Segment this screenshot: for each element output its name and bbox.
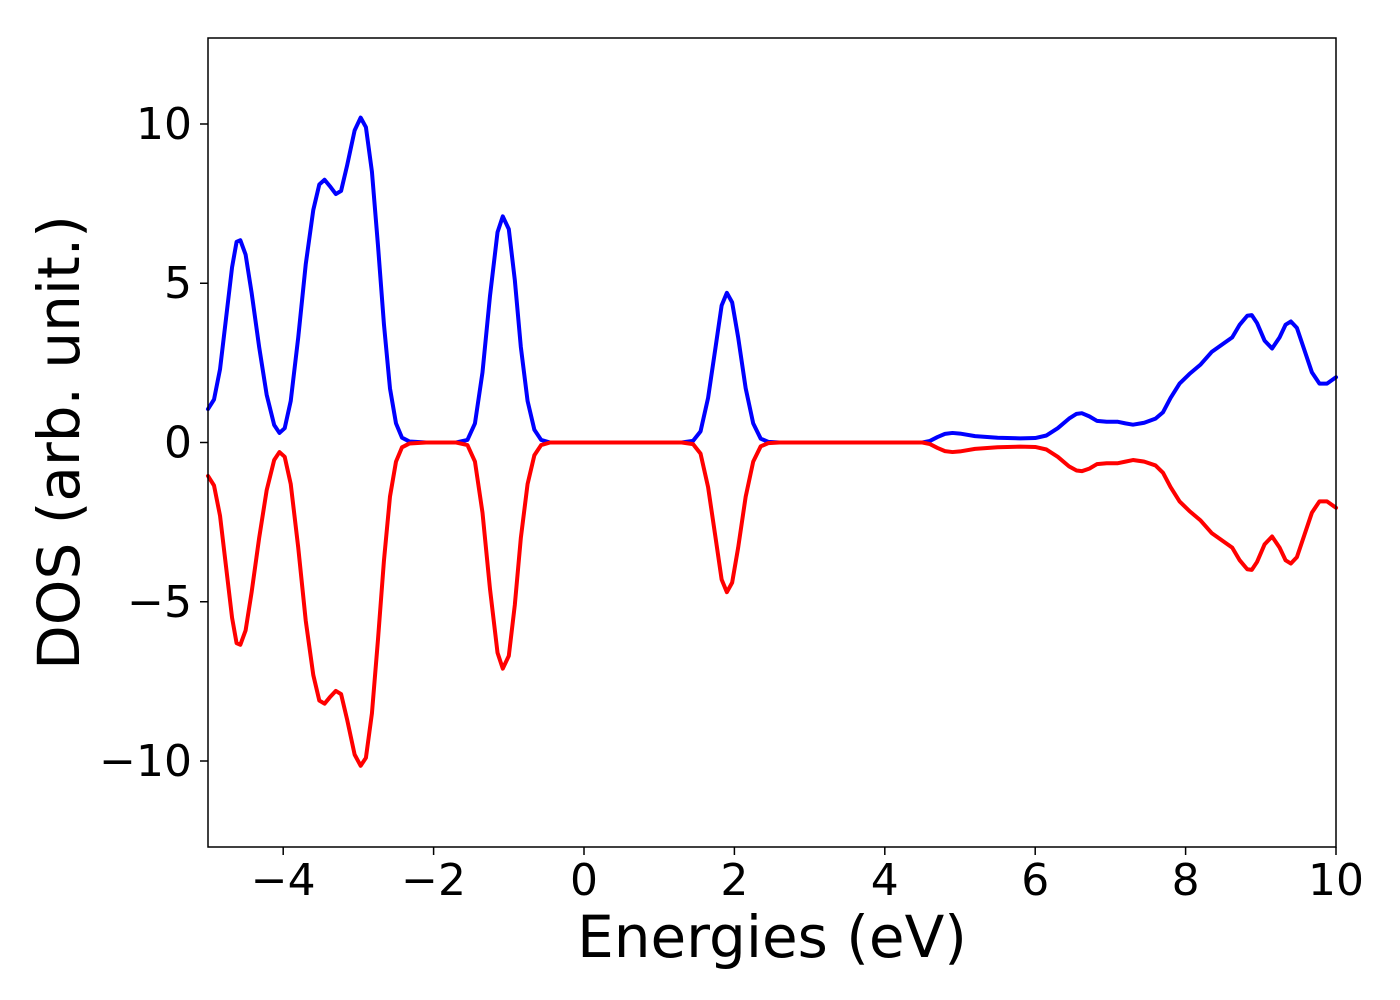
y-tick-label: 0 (164, 418, 192, 469)
y-axis-label: DOS (arb. unit.) (25, 215, 93, 670)
y-tick-label: 10 (136, 99, 192, 150)
x-tick-label: 8 (1172, 855, 1200, 906)
x-axis: −4 −2 0 2 4 6 8 10 (251, 847, 1364, 906)
x-tick-label: −2 (401, 855, 466, 906)
x-tick-label: 6 (1021, 855, 1049, 906)
x-tick-label: −4 (251, 855, 316, 906)
x-tick-label: 0 (570, 855, 598, 906)
x-tick-label: 10 (1308, 855, 1364, 906)
series-line-1 (206, 115, 1338, 445)
y-axis: −10 −5 0 5 10 (99, 99, 208, 787)
y-tick-label: −5 (127, 577, 192, 628)
y-tick-label: −10 (99, 736, 192, 787)
series-layer (206, 115, 1338, 768)
x-tick-label: 2 (720, 855, 748, 906)
series-line-2 (206, 440, 1338, 768)
y-tick-label: 5 (164, 258, 192, 309)
x-tick-label: 4 (871, 855, 899, 906)
x-axis-label: Energies (eV) (577, 903, 967, 971)
